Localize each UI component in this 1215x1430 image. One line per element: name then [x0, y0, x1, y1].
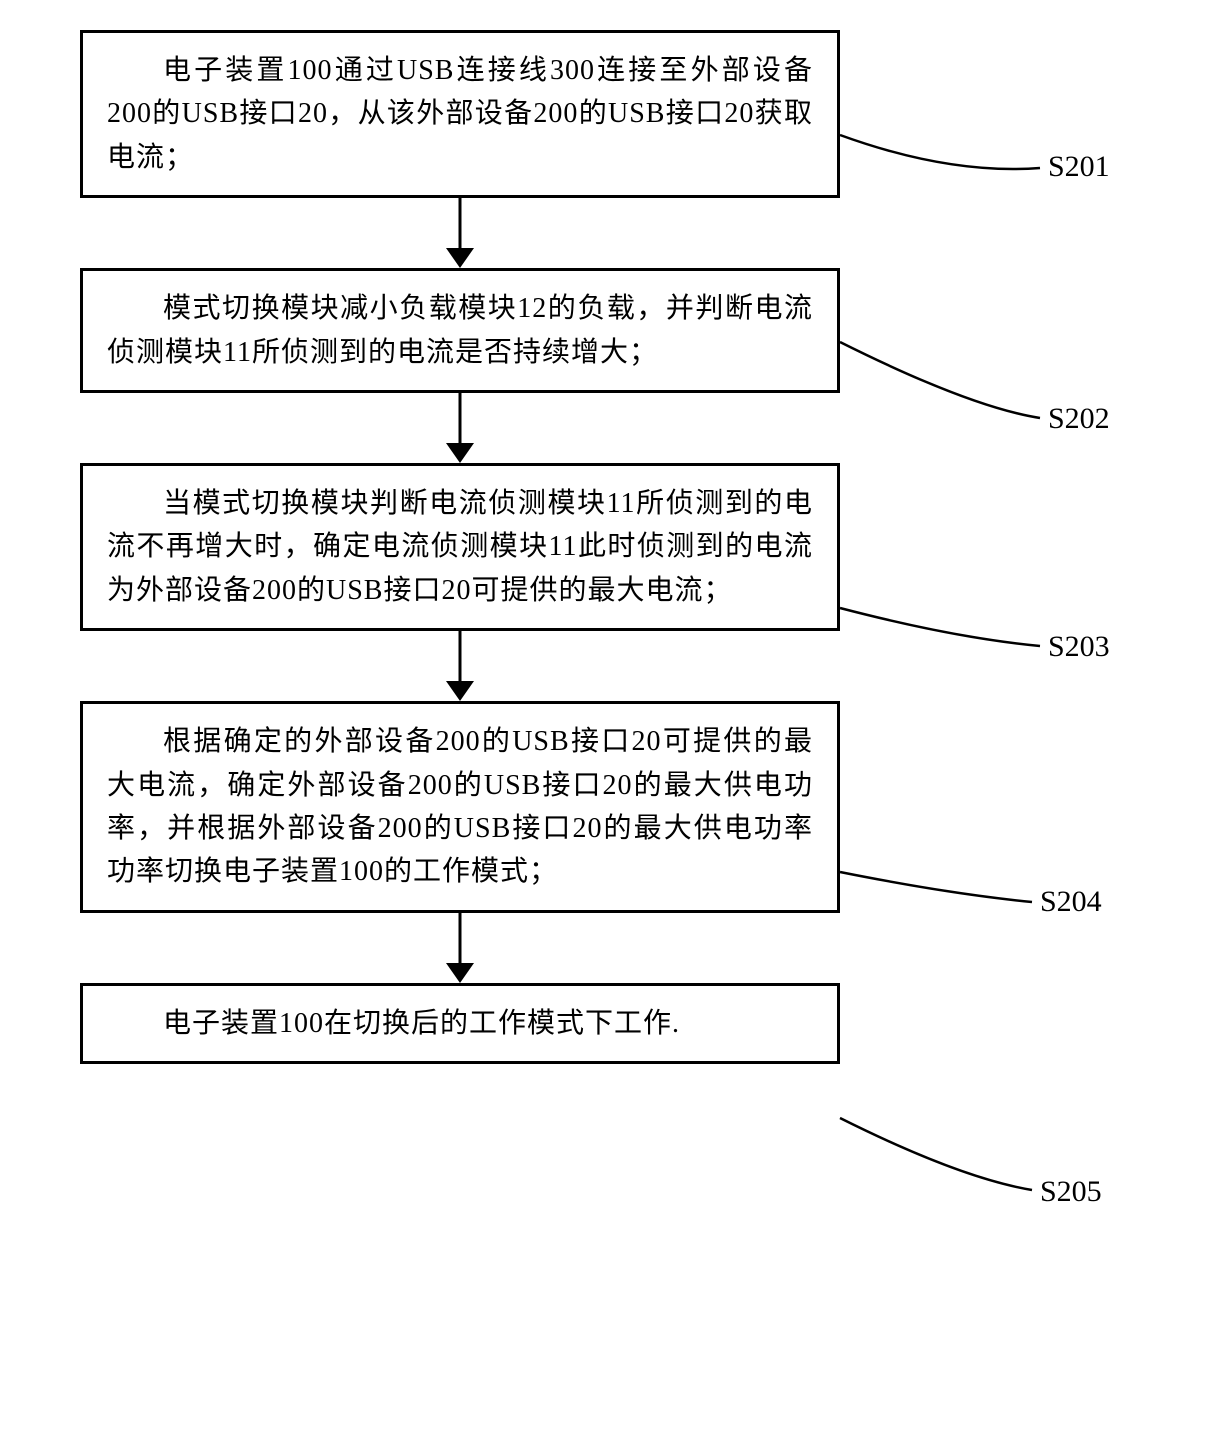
connector-s205	[20, 30, 1215, 1430]
usb-flowchart: 电子装置100通过USB连接线300连接至外部设备200的USB接口20，从该外…	[20, 30, 1195, 1064]
